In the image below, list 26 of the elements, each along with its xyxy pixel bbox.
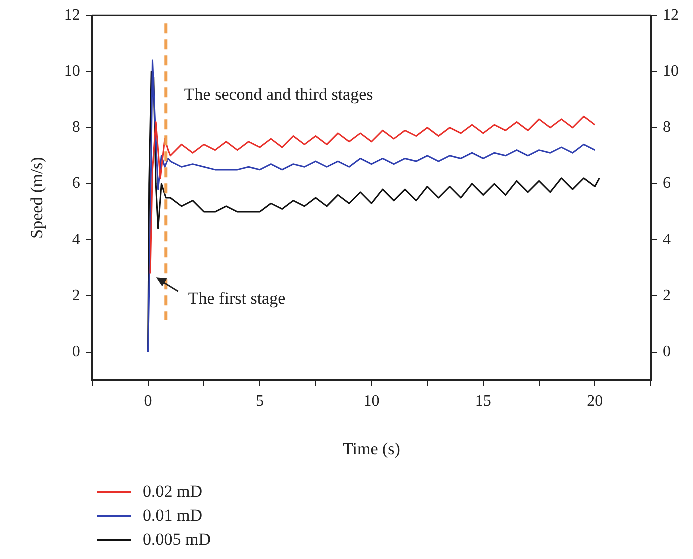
legend-label: 0.005 mD bbox=[143, 530, 211, 550]
legend-label: 0.02 mD bbox=[143, 482, 202, 502]
x-tick-label: 20 bbox=[587, 393, 604, 410]
y-tick-label: 4 bbox=[72, 231, 80, 248]
y2-tick-label: 0 bbox=[663, 344, 671, 361]
y-tick-label: 0 bbox=[72, 344, 80, 361]
annotation: The second and third stages bbox=[184, 85, 374, 104]
x-tick-label: 15 bbox=[475, 393, 492, 410]
x-tick-label: 10 bbox=[364, 393, 380, 410]
y-tick-label: 2 bbox=[72, 287, 80, 304]
y-tick-label: 12 bbox=[64, 6, 80, 24]
y-tick-label: 10 bbox=[64, 62, 80, 80]
y-axis-title: Speed (m/s) bbox=[28, 157, 47, 239]
y2-tick-label: 8 bbox=[663, 119, 671, 136]
annotation: The first stage bbox=[188, 289, 286, 308]
y2-tick-label: 2 bbox=[663, 287, 671, 304]
y-tick-label: 8 bbox=[72, 119, 80, 136]
x-axis-title: Time (s) bbox=[342, 439, 400, 458]
y2-tick-label: 4 bbox=[663, 231, 671, 248]
y2-tick-label: 10 bbox=[663, 62, 679, 80]
x-tick-label: 5 bbox=[256, 393, 264, 410]
y2-tick-label: 6 bbox=[663, 175, 671, 192]
y-tick-label: 6 bbox=[72, 175, 80, 192]
x-tick-label: 0 bbox=[144, 393, 152, 410]
legend-label: 0.01 mD bbox=[143, 506, 202, 526]
y2-tick-label: 12 bbox=[663, 6, 679, 24]
